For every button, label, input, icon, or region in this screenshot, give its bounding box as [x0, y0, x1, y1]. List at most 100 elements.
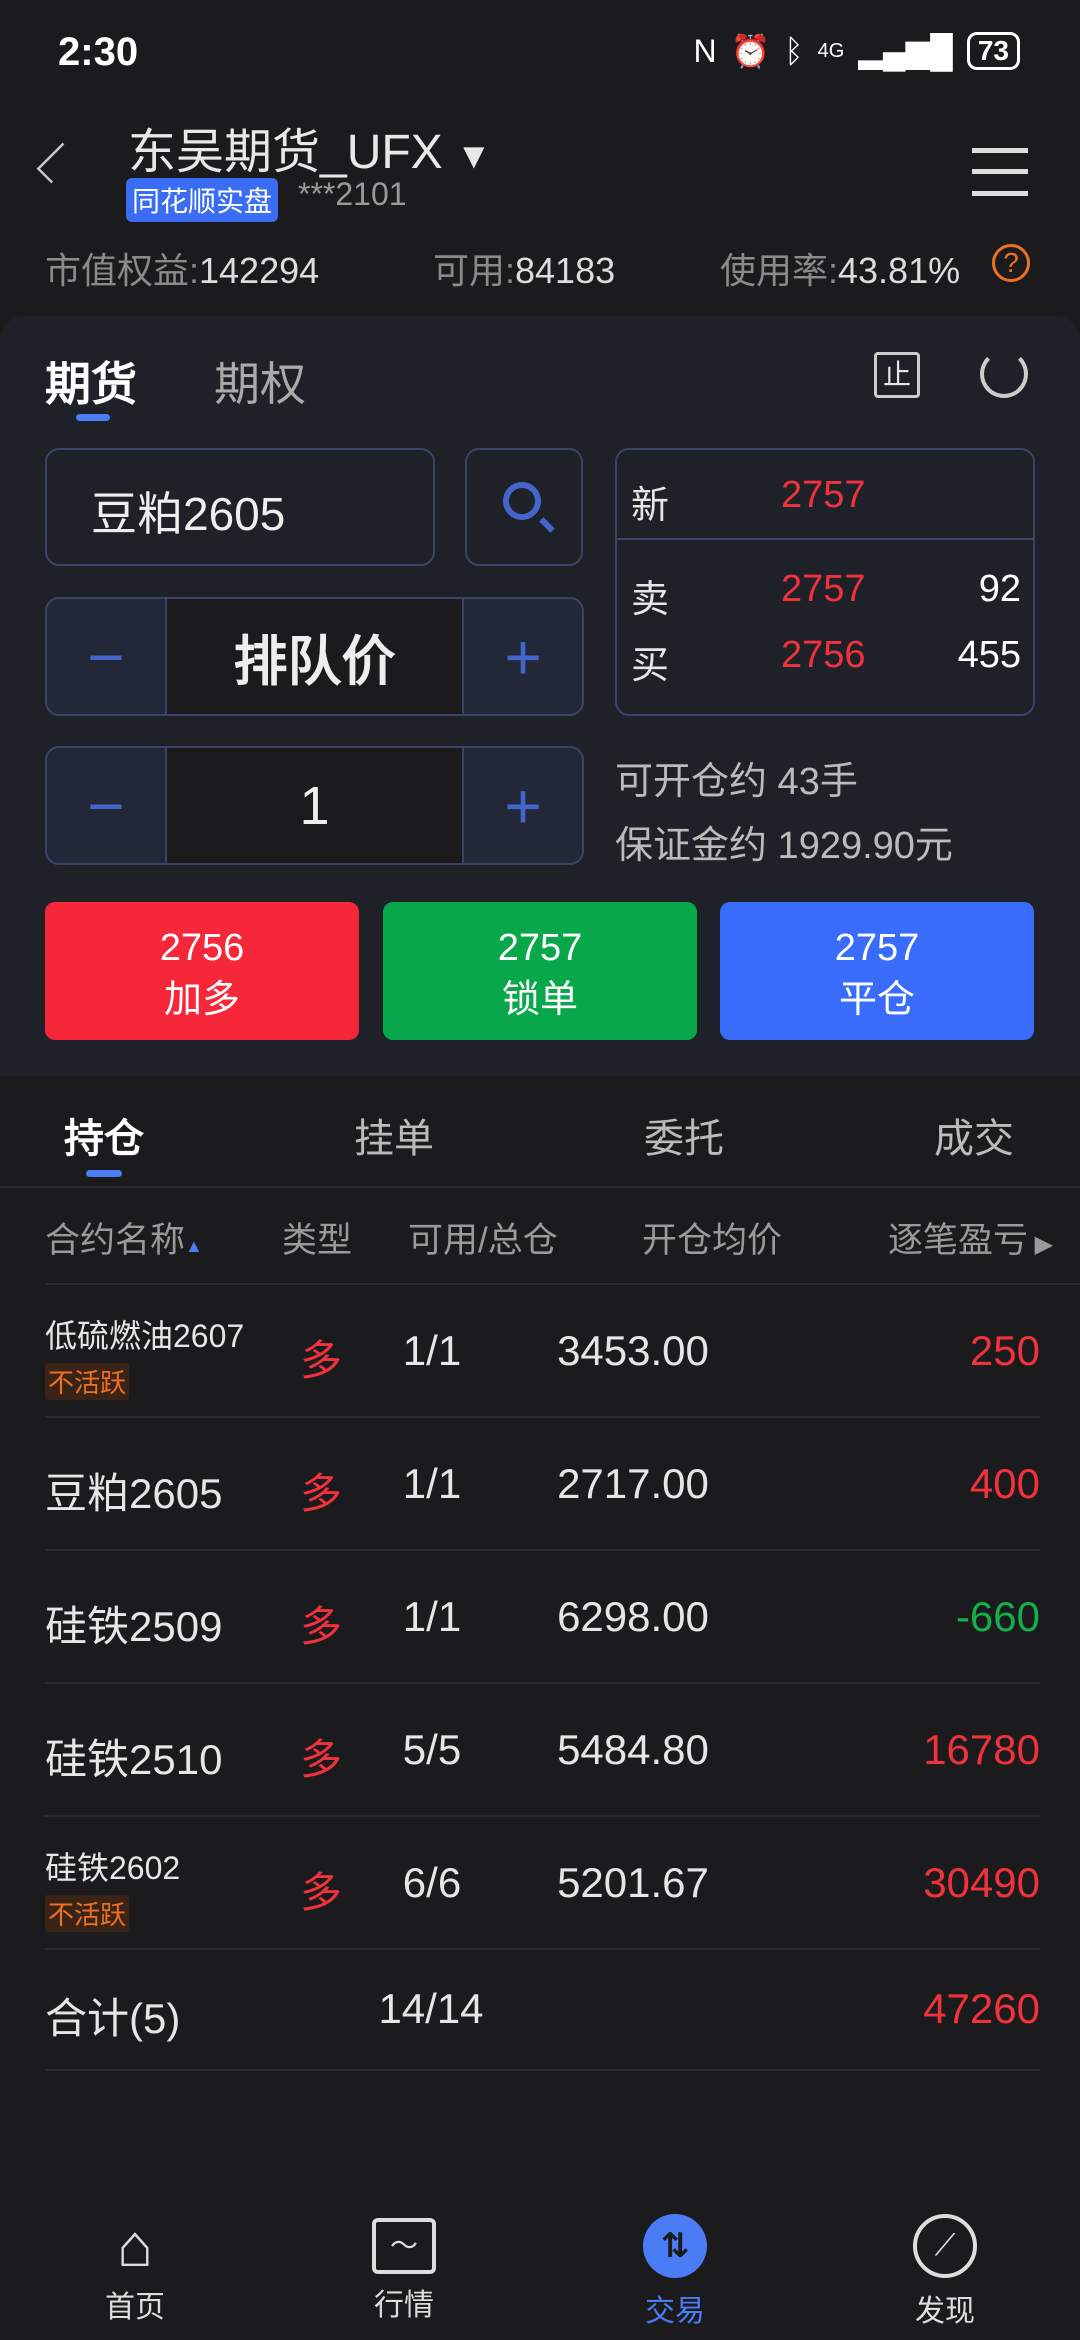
- last-label: 新: [631, 485, 670, 527]
- position-type: 多: [300, 1603, 343, 1650]
- contract-name: 硅铁2510: [45, 1736, 223, 1783]
- position-type: 多: [300, 1736, 343, 1783]
- position-qty: 6/6: [402, 1859, 462, 1906]
- price-minus-button[interactable]: −: [87, 620, 125, 693]
- can-open-text: 可开仓约 43手: [615, 761, 858, 803]
- position-qty: 1/1: [402, 1327, 462, 1374]
- status-icons: N ⏰ ᛒ 4G ▂▄▆█ 73: [693, 32, 1020, 70]
- search-button[interactable]: [465, 448, 583, 566]
- tab-positions[interactable]: 持仓: [64, 1117, 144, 1161]
- network-icon: 4G: [817, 39, 845, 62]
- col-name[interactable]: 合约名称▲: [45, 1221, 203, 1260]
- positions-underline: [86, 1170, 122, 1177]
- contract-input[interactable]: 豆粕2605: [45, 448, 435, 566]
- nav-trade[interactable]: ⇅ 交易: [605, 2210, 745, 2330]
- tab-underline: [76, 414, 110, 421]
- total-pnl: 47260: [923, 1985, 1040, 2032]
- search-icon: [503, 482, 541, 520]
- close-position-button[interactable]: 2757 平仓: [720, 902, 1034, 1040]
- position-pnl: 16780: [923, 1726, 1040, 1773]
- add-long-button[interactable]: 2756 加多: [45, 902, 359, 1040]
- stop-order-icon[interactable]: 止: [874, 352, 920, 398]
- ask-label: 卖: [631, 579, 670, 621]
- nfc-icon: N: [693, 32, 717, 69]
- total-label: 合计(5): [45, 1995, 181, 2042]
- inactive-tag: 不活跃: [45, 1895, 130, 1932]
- contract-name: 硅铁2509: [45, 1603, 223, 1650]
- trade-icon: ⇅: [643, 2214, 707, 2278]
- position-qty: 1/1: [402, 1460, 462, 1507]
- status-time: 2:30: [58, 30, 139, 74]
- equity-stat: 市值权益:142294: [45, 250, 320, 291]
- quote-box: 新 2757 卖 2757 92 买 2756 455: [615, 448, 1035, 716]
- total-row: 合计(5) 14/14 47260: [45, 1941, 1040, 2071]
- col-price: 开仓均价: [642, 1221, 783, 1260]
- sort-icon: ▲: [185, 1236, 203, 1256]
- live-badge: 同花顺实盘: [126, 178, 279, 222]
- quantity-stepper: − 1 +: [45, 746, 584, 865]
- contract-name: 低硫燃油2607: [45, 1318, 245, 1354]
- account-number: ***2101: [298, 176, 407, 212]
- bid-volume: 455: [957, 634, 1021, 676]
- table-row[interactable]: 硅铁2510 多 5/5 5484.80 16780: [45, 1684, 1040, 1817]
- available-stat: 可用:84183: [433, 250, 616, 291]
- battery-icon: 73: [966, 32, 1020, 70]
- qty-minus-button[interactable]: −: [87, 769, 125, 842]
- bid-label: 买: [631, 645, 670, 687]
- broker-title[interactable]: 东吴期货_UFX ▼: [128, 112, 492, 182]
- qty-plus-button[interactable]: +: [504, 769, 542, 842]
- lock-button[interactable]: 2757 锁单: [383, 902, 697, 1040]
- tab-futures[interactable]: 期货: [45, 358, 137, 410]
- menu-icon[interactable]: [972, 148, 1028, 196]
- nav-market[interactable]: 〜行情: [334, 2210, 474, 2324]
- ask-volume: 92: [978, 568, 1021, 610]
- position-pnl: -660: [955, 1593, 1040, 1640]
- open-avg-price: 6298.00: [557, 1593, 709, 1640]
- bid-price: 2756: [781, 634, 866, 676]
- chart-icon: 〜: [372, 2218, 436, 2274]
- margin-text: 保证金约 1929.90元: [615, 825, 953, 867]
- last-price: 2757: [781, 474, 866, 516]
- table-row[interactable]: 硅铁2509 多 1/1 6298.00 -660: [45, 1551, 1040, 1684]
- back-button[interactable]: [36, 142, 78, 184]
- table-row[interactable]: 豆粕2605 多 1/1 2717.00 400: [45, 1418, 1040, 1551]
- tab-trades[interactable]: 成交: [934, 1117, 1014, 1161]
- compass-icon: ⟋: [913, 2214, 977, 2278]
- open-avg-price: 2717.00: [557, 1460, 709, 1507]
- signal-icon: ▂▄▆█: [858, 33, 953, 69]
- contract-name: 硅铁2602: [45, 1850, 181, 1886]
- price-mode[interactable]: 排队价: [165, 599, 464, 714]
- col-qty: 可用/总仓: [408, 1221, 558, 1260]
- title-text: 东吴期货_UFX: [128, 126, 443, 179]
- dropdown-icon: ▼: [456, 135, 492, 176]
- col-type: 类型: [282, 1221, 353, 1260]
- position-pnl: 30490: [923, 1859, 1040, 1906]
- alarm-icon: ⏰: [730, 33, 771, 69]
- contract-name: 豆粕2605: [45, 1470, 223, 1517]
- price-stepper: − 排队价 +: [45, 597, 584, 716]
- refresh-icon[interactable]: [980, 350, 1028, 398]
- nav-home[interactable]: ⌂ 首页: [65, 2210, 205, 2326]
- bluetooth-icon: ᛒ: [784, 32, 804, 69]
- open-avg-price: 3453.00: [557, 1327, 709, 1374]
- position-qty: 5/5: [402, 1726, 462, 1773]
- nav-discover[interactable]: ⟋ 发现: [875, 2210, 1015, 2330]
- price-plus-button[interactable]: +: [504, 620, 542, 693]
- qty-input[interactable]: 1: [165, 748, 464, 863]
- open-avg-price: 5484.80: [557, 1726, 709, 1773]
- table-row[interactable]: 低硫燃油2607 不活跃 多 1/1 3453.00 250: [45, 1285, 1040, 1418]
- position-type: 多: [300, 1337, 343, 1384]
- position-qty: 1/1: [402, 1593, 462, 1640]
- tab-orders[interactable]: 委托: [644, 1117, 724, 1161]
- help-icon[interactable]: ?: [992, 244, 1030, 282]
- position-type: 多: [300, 1869, 343, 1916]
- position-pnl: 250: [969, 1327, 1040, 1374]
- scroll-right-icon: ▶: [1028, 1231, 1054, 1258]
- total-qty: 14/14: [378, 1985, 484, 2032]
- tab-pending[interactable]: 挂单: [354, 1117, 434, 1161]
- col-pnl[interactable]: 逐笔盈亏 ▶: [888, 1221, 1054, 1260]
- tab-options[interactable]: 期权: [214, 358, 306, 410]
- table-row[interactable]: 硅铁2602 不活跃 多 6/6 5201.67 30490: [45, 1817, 1040, 1950]
- ask-price: 2757: [781, 568, 866, 610]
- position-type: 多: [300, 1470, 343, 1517]
